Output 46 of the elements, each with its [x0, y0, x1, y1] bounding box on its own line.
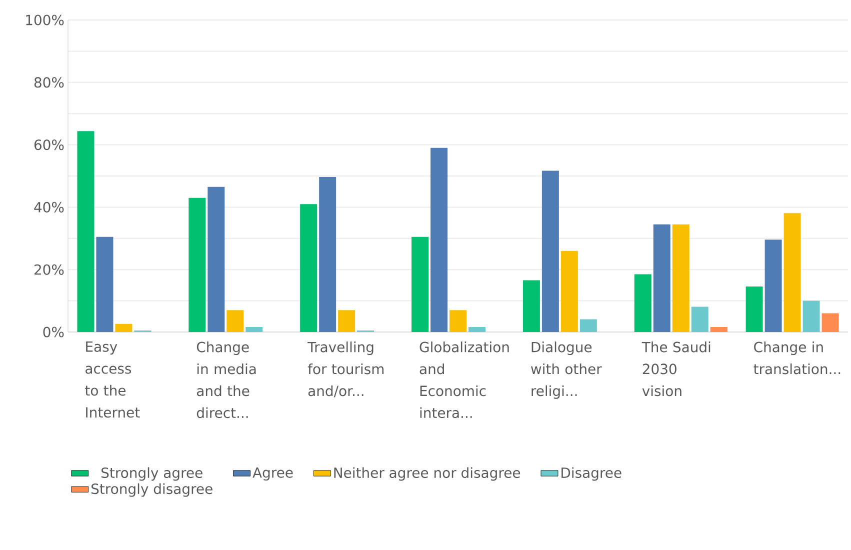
- bar: [96, 236, 114, 332]
- bar: [560, 250, 578, 332]
- y-tick-label: 20%: [34, 264, 64, 275]
- y-tick-label: 40%: [34, 202, 64, 212]
- x-tick-label: Travelling for tourism and/or...: [308, 342, 384, 398]
- bar: [746, 286, 763, 332]
- bar: [188, 198, 206, 332]
- bar: [300, 204, 318, 332]
- x-tick-label: Globalization and Economic intera...: [420, 342, 509, 418]
- bar: [764, 240, 782, 332]
- x-tick-label: Change in media and the direct...: [196, 342, 256, 418]
- legend-label: Neither agree nor disagree: [334, 467, 520, 481]
- x-tick-label: Dialogue with other religi...: [531, 342, 602, 399]
- bar: [542, 170, 559, 332]
- y-tick-label: 0%: [43, 326, 64, 338]
- bar: [522, 280, 540, 332]
- legend-label: Agree: [252, 467, 293, 481]
- bar: [802, 300, 820, 332]
- bar: [634, 274, 652, 332]
- bar: [115, 324, 132, 332]
- bar: [710, 327, 728, 332]
- bar: [226, 310, 244, 332]
- bar: [77, 131, 94, 332]
- bar: [208, 186, 225, 332]
- bar: [246, 327, 263, 332]
- bar: [319, 176, 336, 332]
- legend-label: Disagree: [562, 467, 622, 481]
- y-tick-label: 80%: [34, 77, 64, 88]
- bar: [338, 310, 356, 332]
- x-tick-label: The Saudi 2030 vision: [642, 342, 710, 396]
- bar: [580, 319, 597, 332]
- y-tick-label: 60%: [34, 140, 64, 150]
- bar: [412, 236, 429, 332]
- legend-label: Strongly agree: [102, 467, 202, 481]
- bar: [672, 224, 690, 332]
- bar: [784, 213, 801, 332]
- x-tick-label: Change in translation...: [754, 342, 840, 374]
- bar: [691, 306, 708, 332]
- bar: [468, 327, 486, 332]
- bar: [653, 224, 670, 332]
- y-tick-label: 100%: [26, 14, 64, 26]
- x-tick-label: Easy access to the Internet: [85, 342, 140, 418]
- legend-label: Strongly disagree: [92, 483, 212, 497]
- bar: [450, 310, 466, 332]
- bar: [822, 313, 839, 332]
- bar: [430, 148, 448, 332]
